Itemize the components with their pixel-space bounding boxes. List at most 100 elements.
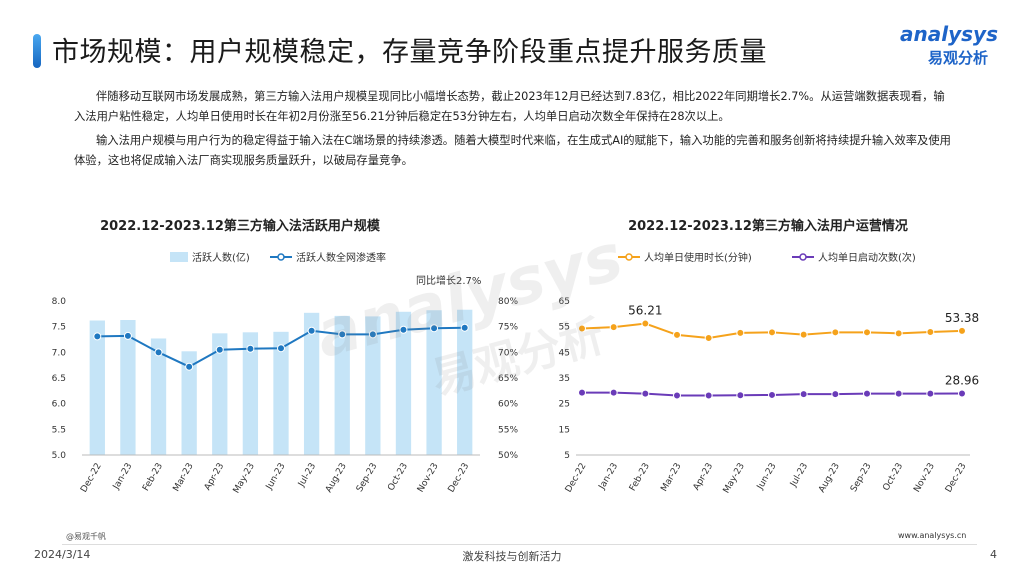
series-0-point-Apr-23	[704, 333, 713, 342]
x-tick-label: Jan-23	[111, 462, 134, 493]
x-tick-label: Aug-23	[324, 462, 349, 495]
penetration-point-Nov-23	[430, 324, 439, 333]
y-tick-label: 55	[559, 323, 570, 333]
series-0-point-Dec-22	[578, 324, 586, 333]
series-1-point-Jun-23	[768, 390, 776, 399]
penetration-point-Aug-23	[338, 330, 347, 339]
y-tick-label: 65	[559, 297, 570, 307]
x-tick-label: Dec-23	[447, 462, 472, 495]
y-left-tick-label: 6.5	[52, 374, 66, 384]
x-tick-label: Jul-23	[296, 462, 318, 490]
x-tick-label: Dec-23	[944, 462, 969, 495]
legend-label-line: 活跃人数全网渗透率	[296, 251, 386, 264]
x-tick-label: Jan-23	[597, 462, 620, 493]
series-0-point-Aug-23	[831, 328, 840, 337]
series-0-point-May-23	[736, 328, 745, 337]
legend-label-0: 人均单日使用时长(分钟)	[644, 251, 752, 264]
footer-slogan: 激发科技与创新活力	[462, 550, 562, 563]
footer-website[interactable]: www.analysys.cn	[898, 531, 967, 540]
series-1-point-Dec-23	[958, 389, 966, 398]
legend-marker-line	[277, 253, 285, 261]
y-right-tick-label: 75%	[498, 323, 518, 333]
x-tick-label: Apr-23	[203, 462, 227, 493]
x-tick-label: Aug-23	[817, 462, 842, 495]
y-right-tick-label: 80%	[498, 297, 518, 307]
logo-text-en: analysys	[900, 22, 998, 46]
x-tick-label: May-23	[722, 462, 747, 496]
series-1-point-Sep-23	[863, 389, 871, 398]
x-tick-label: Sep-23	[355, 462, 379, 494]
data-label: 56.21	[628, 304, 662, 318]
bar-Jul-23	[303, 312, 320, 455]
data-label: 53.38	[945, 311, 979, 325]
y-right-tick-label: 60%	[498, 400, 518, 410]
x-tick-label: Jul-23	[788, 462, 810, 490]
bar-Aug-23	[334, 315, 350, 455]
legend-marker-0	[625, 253, 633, 261]
legend-marker-1	[799, 253, 807, 261]
legend-swatch-bar	[170, 252, 188, 262]
series-0-point-Jul-23	[799, 330, 808, 339]
bar-Mar-23	[181, 351, 197, 455]
bar-Feb-23	[150, 338, 167, 455]
y-tick-label: 25	[559, 400, 570, 410]
bar-Dec-22	[89, 320, 105, 455]
series-0-point-Feb-23	[641, 319, 650, 328]
x-tick-label: Apr-23	[692, 462, 716, 493]
footer-divider	[62, 544, 977, 545]
page-title: 市场规模：用户规模稳定，存量竞争阶段重点提升服务质量	[52, 37, 767, 68]
series-0-point-Nov-23	[926, 328, 935, 337]
penetration-point-Jan-23	[123, 331, 132, 340]
penetration-point-Sep-23	[368, 330, 377, 339]
logo-text-cn: 易观分析	[928, 49, 989, 67]
growth-annotation: 同比增长2.7%	[416, 274, 481, 287]
bar-Jun-23	[273, 331, 289, 455]
legend-label-1: 人均单日启动次数(次)	[818, 251, 916, 264]
y-right-tick-label: 70%	[498, 348, 518, 358]
y-left-tick-label: 8.0	[52, 297, 67, 307]
penetration-point-May-23	[246, 344, 255, 353]
footer-source: @易观千帆	[66, 532, 106, 541]
y-right-tick-label: 65%	[498, 374, 518, 384]
series-0-point-Oct-23	[894, 329, 903, 338]
x-tick-label: Oct-23	[386, 462, 410, 493]
penetration-point-Oct-23	[399, 325, 408, 334]
penetration-point-Feb-23	[154, 348, 163, 357]
chart-title: 2022.12-2023.12第三方输入法活跃用户规模	[100, 218, 381, 234]
bar-May-23	[242, 332, 259, 455]
paragraph-1: 伴随移动互联网市场发展成熟，第三方输入法用户规模呈现同比小幅增长态势，截止202…	[74, 90, 945, 123]
series-1-point-Nov-23	[926, 389, 935, 398]
series-1-point-Dec-22	[578, 388, 586, 397]
x-tick-label: Nov-23	[912, 462, 937, 495]
x-tick-label: Mar-23	[659, 462, 683, 494]
footer-date: 2024/3/14	[34, 548, 91, 561]
series-0-point-Jan-23	[609, 323, 618, 332]
series-0-point-Dec-23	[958, 326, 966, 335]
x-tick-label: Oct-23	[881, 462, 905, 493]
y-tick-label: 15	[559, 425, 570, 435]
series-0-point-Sep-23	[863, 328, 871, 337]
y-left-tick-label: 6.0	[52, 400, 67, 410]
x-tick-label: Nov-23	[416, 462, 441, 495]
legend-label-bar: 活跃人数(亿)	[192, 251, 250, 264]
x-tick-label: Feb-23	[141, 462, 165, 494]
y-tick-label: 35	[559, 374, 570, 384]
bar-Apr-23	[212, 333, 228, 455]
x-tick-label: Jun-23	[264, 462, 288, 493]
y-left-tick-label: 5.0	[52, 451, 67, 461]
x-tick-label: Mar-23	[172, 462, 196, 494]
x-tick-label: Sep-23	[849, 462, 873, 494]
y-tick-label: 45	[559, 348, 570, 358]
analysys-logo: analysys 易观分析	[900, 22, 1010, 72]
series-1-point-Feb-23	[641, 389, 650, 398]
page-number: 4	[990, 548, 997, 561]
paragraph-2: 输入法用户规模与用户行为的稳定得益于输入法在C端场景的持续渗透。随着大模型时代来…	[74, 134, 951, 167]
y-tick-label: 5	[564, 451, 570, 461]
series-1-point-May-23	[736, 391, 745, 400]
series-1-point-Apr-23	[704, 391, 713, 400]
series-1-point-Jul-23	[799, 390, 808, 399]
y-left-tick-label: 7.5	[52, 323, 66, 333]
series-1-point-Aug-23	[831, 390, 840, 399]
